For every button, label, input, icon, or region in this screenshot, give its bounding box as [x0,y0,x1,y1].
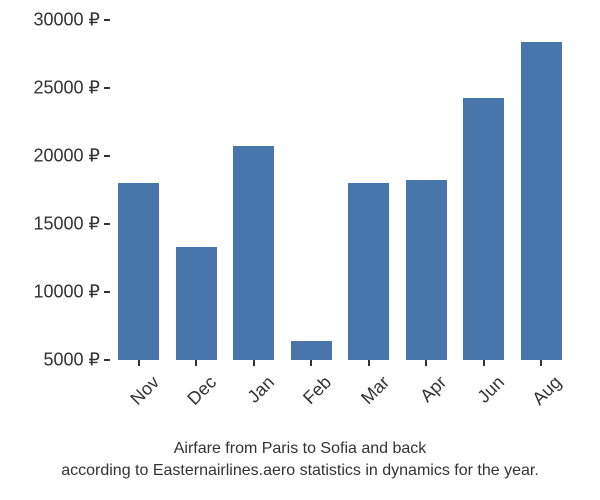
bar [118,183,159,360]
y-axis-tick-label: 30000 ₽ [10,10,100,31]
bar [521,42,562,360]
x-axis-tick-mark [138,360,140,366]
x-axis-tick-mark [483,360,485,366]
x-axis-tick-label: Dec [171,372,221,422]
y-axis-tick-mark [104,155,110,157]
chart-caption-line-2: according to Easternairlines.aero statis… [0,462,600,480]
x-axis-tick-label: Jan [228,372,278,422]
airfare-bar-chart: 5000 ₽ 10000 ₽ 15000 ₽ 20000 ₽ 25000 ₽ 30000 … [0,0,600,500]
x-axis-tick-label: Nov [113,372,163,422]
y-axis-tick-label: 15000 ₽ [10,214,100,235]
x-axis-tick-label: Apr [401,372,451,422]
bar [406,180,447,360]
y-axis-tick-mark [104,359,110,361]
chart-caption-line-1: Airfare from Paris to Sofia and back [0,440,600,458]
y-axis-tick-label: 25000 ₽ [10,78,100,99]
y-axis-tick-label: 20000 ₽ [10,146,100,167]
x-axis-tick-mark [425,360,427,366]
y-axis-tick-mark [104,223,110,225]
x-axis-tick-label: Feb [286,372,336,422]
y-axis-tick-label: 5000 ₽ [10,350,100,371]
x-axis-tick-label: Aug [516,372,566,422]
x-axis-tick-label: Jun [458,372,508,422]
y-axis-tick-mark [104,19,110,21]
x-axis-tick-label: Mar [343,372,393,422]
x-axis-tick-mark [310,360,312,366]
bar [348,183,389,360]
x-axis-tick-mark [253,360,255,366]
x-axis-tick-mark [540,360,542,366]
y-axis-tick-mark [104,291,110,293]
bar [233,146,274,360]
y-axis-tick-label: 10000 ₽ [10,282,100,303]
bar [463,98,504,360]
bar [176,247,217,360]
y-axis-tick-mark [104,87,110,89]
x-axis-tick-mark [368,360,370,366]
x-axis-tick-mark [195,360,197,366]
bar [291,341,332,360]
